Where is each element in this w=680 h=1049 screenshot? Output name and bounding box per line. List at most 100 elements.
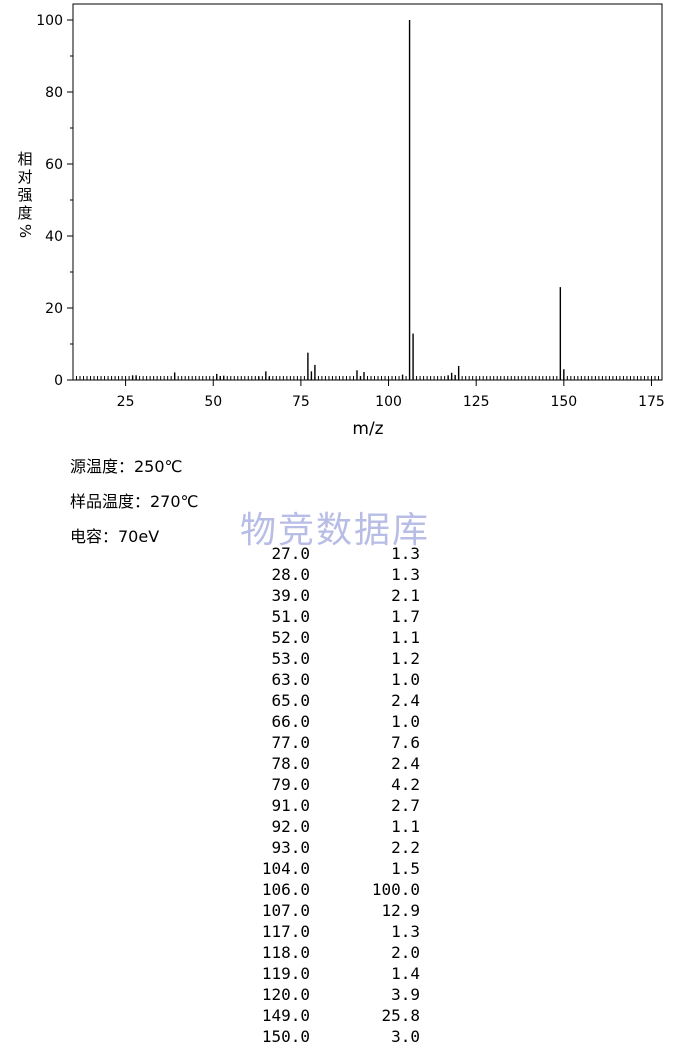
mz-cell: 52.0 xyxy=(271,628,310,647)
y-tick-label: 80 xyxy=(45,85,63,101)
table-row: 28.0 1.3 xyxy=(230,564,420,585)
intensity-cell: 1.3 xyxy=(391,544,420,563)
x-axis-label: m/z xyxy=(352,419,383,439)
intensity-cell: 4.2 xyxy=(391,775,420,794)
table-row: 118.0 2.0 xyxy=(230,942,420,963)
intensity-cell: 2.4 xyxy=(391,691,420,710)
mz-cell: 104.0 xyxy=(261,859,310,878)
table-row: 39.0 2.1 xyxy=(230,585,420,606)
mz-cell: 65.0 xyxy=(271,691,310,710)
y-tick-label: 0 xyxy=(54,373,63,389)
x-tick-label: 25 xyxy=(117,394,135,410)
mz-cell: 117.0 xyxy=(261,922,310,941)
mz-cell: 149.0 xyxy=(261,1006,310,1025)
table-row: 120.0 3.9 xyxy=(230,984,420,1005)
mz-cell: 51.0 xyxy=(271,607,310,626)
mz-cell: 77.0 xyxy=(271,733,310,752)
table-row: 117.0 1.3 xyxy=(230,921,420,942)
intensity-cell: 2.7 xyxy=(391,796,420,815)
mz-cell: 93.0 xyxy=(271,838,310,857)
spectrum-peaks xyxy=(131,20,565,380)
table-row: 53.0 1.2 xyxy=(230,648,420,669)
intensity-cell: 3.0 xyxy=(391,1027,420,1046)
intensity-cell: 12.9 xyxy=(381,901,420,920)
intensity-cell: 1.3 xyxy=(391,565,420,584)
intensity-cell: 1.7 xyxy=(391,607,420,626)
intensity-cell: 1.5 xyxy=(391,859,420,878)
table-row: 51.0 1.7 xyxy=(230,606,420,627)
table-row: 107.0 12.9 xyxy=(230,900,420,921)
y-tick-label: 40 xyxy=(45,229,63,245)
x-tick-label: 125 xyxy=(463,394,490,410)
y-tick-label: 60 xyxy=(45,157,63,173)
table-row: 149.0 25.8 xyxy=(230,1005,420,1026)
y-axis-ticks: 0 20 40 60 80 100 xyxy=(36,13,73,389)
table-row: 65.0 2.4 xyxy=(230,690,420,711)
intensity-cell: 1.3 xyxy=(391,922,420,941)
mz-cell: 39.0 xyxy=(271,586,310,605)
intensity-cell: 1.0 xyxy=(391,712,420,731)
table-row: 104.0 1.5 xyxy=(230,858,420,879)
table-row: 92.0 1.1 xyxy=(230,816,420,837)
x-tick-label: 75 xyxy=(292,394,310,410)
y-axis-label: 相 对 强 度 % xyxy=(12,150,38,240)
table-row: 78.0 2.4 xyxy=(230,753,420,774)
table-row: 119.0 1.4 xyxy=(230,963,420,984)
x-tick-label: 50 xyxy=(204,394,222,410)
minor-ticks xyxy=(76,376,659,380)
table-row: 93.0 2.2 xyxy=(230,837,420,858)
mz-cell: 91.0 xyxy=(271,796,310,815)
plot-frame xyxy=(72,3,663,381)
table-row: 150.0 3.0 xyxy=(230,1026,420,1047)
x-axis-ticks: 25 50 75 100 125 150 175 xyxy=(117,380,665,410)
mz-cell: 66.0 xyxy=(271,712,310,731)
y-axis-label-char: 对 xyxy=(17,168,33,186)
x-tick-label: 175 xyxy=(638,394,665,410)
intensity-cell: 7.6 xyxy=(391,733,420,752)
intensity-cell: 100.0 xyxy=(371,880,420,899)
mz-cell: 119.0 xyxy=(261,964,310,983)
sample-temperature: 样品温度：270℃ xyxy=(70,492,199,511)
mz-cell: 118.0 xyxy=(261,943,310,962)
intensity-cell: 1.0 xyxy=(391,670,420,689)
mz-cell: 106.0 xyxy=(261,880,310,899)
ionization-energy: 电容：70eV xyxy=(70,527,160,546)
table-row: 91.0 2.7 xyxy=(230,795,420,816)
y-axis-label-char: 强 xyxy=(17,186,33,204)
mz-cell: 78.0 xyxy=(271,754,310,773)
mass-spectrum-chart: 0 20 40 60 80 100 25 50 75 100 125 150 175 m/z xyxy=(36,3,665,439)
intensity-cell: 2.0 xyxy=(391,943,420,962)
mz-cell: 107.0 xyxy=(261,901,310,920)
table-row: 106.0 100.0 xyxy=(230,879,420,900)
peak-table: 27.0 1.3 28.0 1.3 39.0 2.1 51.0 1.7 52.0 1.1 53.0 1… xyxy=(230,543,420,1047)
x-tick-label: 100 xyxy=(375,394,402,410)
intensity-cell: 1.2 xyxy=(391,649,420,668)
table-row: 27.0 1.3 xyxy=(230,543,420,564)
mz-cell: 53.0 xyxy=(271,649,310,668)
mz-cell: 120.0 xyxy=(261,985,310,1004)
y-tick-label: 100 xyxy=(36,13,63,29)
mz-cell: 79.0 xyxy=(271,775,310,794)
intensity-cell: 25.8 xyxy=(381,1006,420,1025)
mz-cell: 28.0 xyxy=(271,565,310,584)
intensity-cell: 1.1 xyxy=(391,628,420,647)
mz-cell: 150.0 xyxy=(261,1027,310,1046)
table-row: 66.0 1.0 xyxy=(230,711,420,732)
intensity-cell: 2.1 xyxy=(391,586,420,605)
y-tick-label: 20 xyxy=(45,301,63,317)
table-row: 79.0 4.2 xyxy=(230,774,420,795)
table-row: 52.0 1.1 xyxy=(230,627,420,648)
intensity-cell: 2.4 xyxy=(391,754,420,773)
intensity-cell: 1.1 xyxy=(391,817,420,836)
intensity-cell: 2.2 xyxy=(391,838,420,857)
mz-cell: 63.0 xyxy=(271,670,310,689)
intensity-cell: 1.4 xyxy=(391,964,420,983)
y-axis-label-char: % xyxy=(16,223,34,239)
table-row: 63.0 1.0 xyxy=(230,669,420,690)
y-axis-label-char: 相 xyxy=(17,150,33,168)
y-axis-label-char: 度 xyxy=(17,204,33,222)
mz-cell: 92.0 xyxy=(271,817,310,836)
intensity-cell: 3.9 xyxy=(391,985,420,1004)
table-row: 77.0 7.6 xyxy=(230,732,420,753)
mz-cell: 27.0 xyxy=(271,544,310,563)
